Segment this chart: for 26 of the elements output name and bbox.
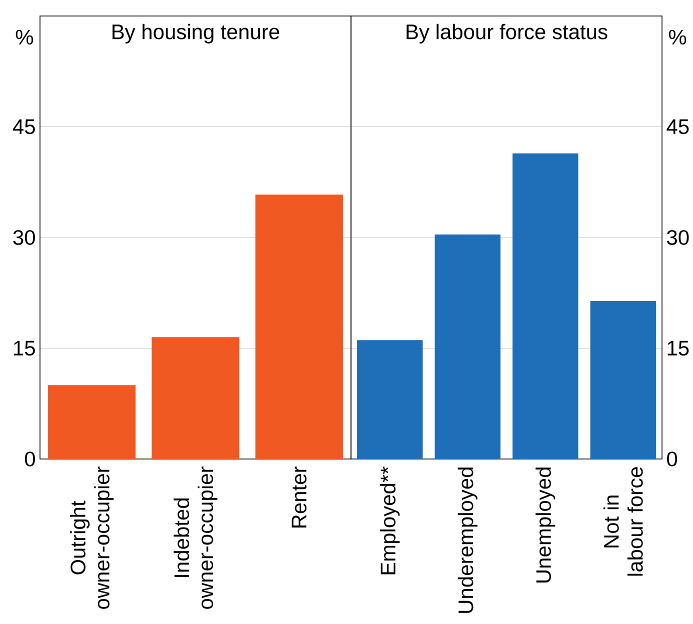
bar (357, 340, 423, 460)
bar (152, 337, 240, 460)
x-tick-label: Employed** (380, 466, 400, 574)
x-tick-label: Unemployed (536, 468, 556, 582)
bar (434, 234, 500, 460)
x-tick-label: Renter (292, 466, 306, 528)
x-tick-label: Not in labour force (603, 467, 643, 576)
y-tick-label: 45 (666, 119, 689, 134)
bar (255, 194, 343, 460)
x-tick-label: Indebted owner-occupier (174, 466, 218, 609)
y-tick-label: 30 (13, 230, 35, 245)
y-tick-label: 0 (667, 452, 678, 466)
bar (512, 153, 578, 460)
y-tick-label: 30 (667, 230, 689, 245)
y-tick-label: 45 (12, 119, 35, 134)
y-axis-title: % (16, 30, 34, 45)
chart-title: By labour force status (406, 24, 608, 44)
y-axis-title: % (668, 30, 686, 45)
y-tick-label: 15 (14, 340, 35, 356)
bar (590, 301, 656, 460)
chart-title: By housing tenure (112, 24, 280, 44)
y-tick-label: 15 (668, 340, 689, 356)
x-tick-label: Outright owner-occupier (70, 466, 114, 609)
bar (48, 385, 136, 460)
y-tick-label: 0 (24, 452, 35, 466)
x-tick-label: Underemployed (458, 468, 478, 613)
